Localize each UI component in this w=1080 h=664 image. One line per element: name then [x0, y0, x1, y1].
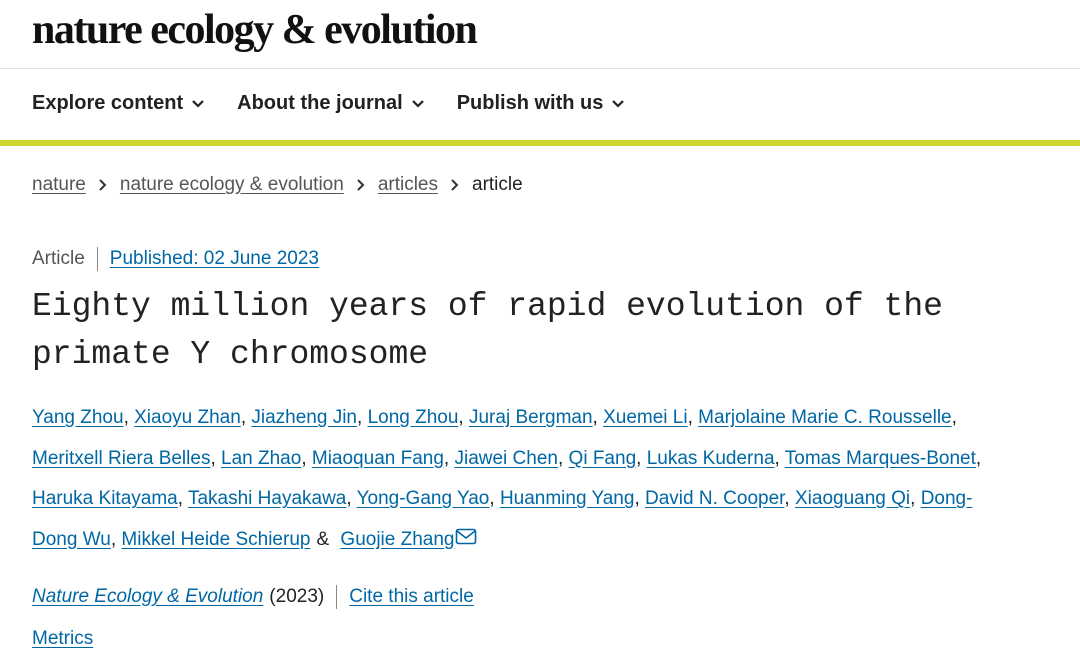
logo[interactable]: nature ecology & evolution	[32, 7, 478, 53]
separator	[96, 247, 98, 271]
author-link[interactable]: Dong-Dong Wu	[32, 488, 973, 550]
author-list: Yang Zhou, Xiaoyu Zhan, Jiazheng Jin, Lo…	[32, 398, 1007, 560]
author-link[interactable]: Lan Zhao	[221, 447, 302, 469]
breadcrumb-link[interactable]: nature ecology & evolution	[119, 174, 344, 195]
breadcrumb-chevron	[99, 179, 107, 191]
author-separator: ,	[123, 407, 129, 428]
author-link[interactable]: Haruka Kitayama	[32, 488, 178, 509]
author-link[interactable]: Miaoquan Fang	[311, 447, 444, 469]
journal-line: Nature Ecology & Evolution (2023) Cite t…	[32, 585, 474, 609]
journal-link[interactable]: Nature Ecology & Evolution	[32, 586, 264, 607]
author-link[interactable]: Marjolaine Marie C. Rousselle	[698, 407, 952, 428]
author-link[interactable]: David N. Cooper	[645, 488, 785, 509]
author-link[interactable]: Yong-Gang Yao	[356, 488, 490, 509]
author-separator: ,	[301, 447, 307, 469]
breadcrumb-chevron	[451, 179, 459, 191]
author-separator: ,	[951, 407, 957, 428]
author-separator: ,	[489, 488, 495, 509]
nav-item[interactable]: About the journal	[237, 92, 425, 115]
author-link[interactable]: Lukas Kuderna	[646, 447, 775, 469]
cite-link[interactable]: Cite this article	[349, 586, 474, 607]
author-link[interactable]: Jiawei Chen	[454, 447, 558, 469]
author-link[interactable]: Jiazheng Jin	[251, 407, 357, 428]
main-nav: Explore content About the journal Publish …	[32, 92, 625, 115]
author-separator: ,	[592, 407, 598, 428]
author-link[interactable]: Huanming Yang	[499, 488, 635, 509]
author-separator: ,	[784, 488, 790, 509]
author-link[interactable]: Xiaoguang Qi	[794, 488, 911, 509]
metrics-link[interactable]: Metrics	[32, 628, 94, 649]
nav-label[interactable]: Explore content	[32, 92, 184, 114]
author-link[interactable]: Takashi Hayakawa	[187, 488, 347, 509]
author-link[interactable]: Mikkel Heide Schierup	[121, 528, 311, 550]
chevron-down	[411, 99, 424, 108]
author-link[interactable]: Guojie Zhang	[340, 528, 455, 550]
author-link[interactable]: Juraj Bergman	[468, 407, 593, 428]
author-separator: ,	[975, 447, 982, 469]
breadcrumb-chevron	[357, 179, 365, 191]
author-separator: ,	[634, 488, 640, 509]
author-separator: ,	[110, 528, 117, 550]
separator	[336, 585, 338, 609]
author-separator: ,	[443, 447, 450, 469]
breadcrumbs: nature nature ecology & evolution articles…	[32, 174, 523, 196]
article-title: Eighty million years of rapid evolution …	[32, 288, 943, 373]
author-separator: &	[316, 528, 330, 550]
accent-bar	[0, 140, 1080, 146]
author-link[interactable]: Tomas Marques-Bonet	[784, 447, 976, 469]
nav-item[interactable]: Publish with us	[457, 92, 626, 115]
author-link[interactable]: Xuemei Li	[603, 407, 688, 428]
author-separator: ,	[240, 407, 247, 428]
breadcrumb-link[interactable]: nature	[32, 174, 86, 195]
author-separator: ,	[557, 447, 564, 469]
published-date[interactable]: Published: 02 June 2023	[109, 248, 319, 269]
nav-item[interactable]: Explore content	[32, 92, 205, 115]
chevron-down	[192, 99, 204, 108]
article-meta: Article Published: 02 June 2023	[32, 247, 319, 271]
breadcrumb-link[interactable]: articles	[377, 174, 438, 195]
author-link[interactable]: Long Zhou	[367, 407, 459, 428]
breadcrumb-current: article	[472, 174, 523, 195]
author-link[interactable]: Xiaoyu Zhan	[134, 407, 241, 428]
nav-label[interactable]: Publish with us	[456, 92, 604, 114]
author-separator: ,	[346, 488, 352, 509]
author-separator: ,	[210, 447, 216, 469]
author-link[interactable]: Qi Fang	[568, 447, 637, 469]
author-separator: ,	[910, 488, 916, 509]
email-icon	[455, 528, 476, 544]
author-separator: ,	[357, 407, 363, 428]
author-separator: ,	[774, 447, 780, 469]
author-separator: ,	[458, 407, 464, 428]
author-link[interactable]: Yang Zhou	[32, 407, 124, 428]
author-separator: ,	[177, 488, 184, 509]
author-separator: ,	[687, 407, 693, 428]
article-type: Article	[32, 248, 85, 269]
chevron-down	[612, 99, 625, 108]
author-link[interactable]: Meritxell Riera Belles	[32, 447, 211, 469]
header-divider	[0, 68, 1080, 69]
author-separator: ,	[636, 447, 642, 469]
year: (2023)	[269, 586, 325, 607]
nav-label[interactable]: About the journal	[237, 92, 403, 114]
